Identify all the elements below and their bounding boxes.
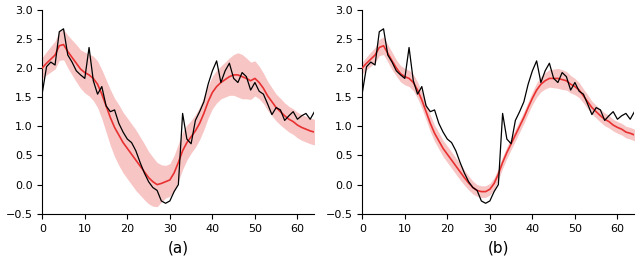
X-axis label: (a): (a) [168,240,189,256]
X-axis label: (b): (b) [488,240,509,256]
